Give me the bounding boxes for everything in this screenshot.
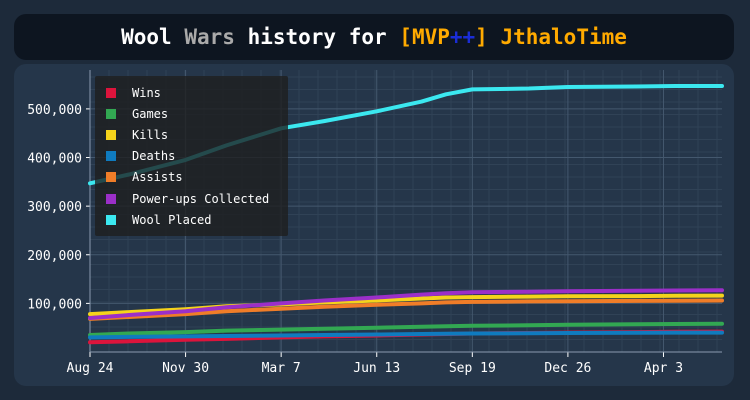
title-part-3: history for xyxy=(247,25,387,49)
legend-item-deaths[interactable]: Deaths xyxy=(95,146,288,167)
x-tick-label: Jun 13 xyxy=(353,361,400,376)
legend-label: Power-ups Collected xyxy=(132,191,270,206)
legend-label: Wool Placed xyxy=(132,212,212,227)
legend-label: Games xyxy=(132,106,169,121)
y-tick-label: 500,000 xyxy=(27,103,82,118)
y-tick-label: 200,000 xyxy=(27,249,82,264)
title-part-2: Wars xyxy=(184,25,235,49)
legend-label: Kills xyxy=(132,127,169,142)
legend-item-wins[interactable]: Wins xyxy=(95,82,288,103)
title-part-1: Wool xyxy=(121,25,172,49)
legend-swatch xyxy=(106,172,116,183)
series-line-deaths xyxy=(88,330,724,340)
legend-item-games[interactable]: Games xyxy=(95,103,288,124)
legend-item-wool-placed[interactable]: Wool Placed xyxy=(95,209,288,230)
legend-swatch xyxy=(106,214,116,225)
title-part-6: ] JthaloTime xyxy=(475,25,627,49)
y-tick-label: 300,000 xyxy=(27,200,82,215)
chart-legend: Wins Games Kills Deaths Assists Power-ups Col… xyxy=(95,76,288,236)
title-part-5: ++ xyxy=(449,25,476,49)
legend-swatch xyxy=(106,108,116,119)
legend-item-assists[interactable]: Assists xyxy=(95,167,288,188)
legend-label: Deaths xyxy=(132,149,176,164)
series-line-games xyxy=(88,321,724,337)
x-tick-label: Aug 24 xyxy=(67,361,114,376)
chart-title: Wool Wars history for [MVP ++] JthaloTime xyxy=(14,14,734,60)
legend-swatch xyxy=(106,151,116,162)
y-tick-label: 400,000 xyxy=(27,152,82,167)
legend-item-power-ups-collected[interactable]: Power-ups Collected xyxy=(95,188,288,209)
legend-label: Assists xyxy=(132,170,183,185)
x-tick-label: Sep 19 xyxy=(449,361,496,376)
series-line-assists xyxy=(88,298,724,321)
x-tick-label: Apr 3 xyxy=(644,361,683,376)
series-line-power-ups-collected xyxy=(88,288,724,320)
legend-swatch xyxy=(106,193,116,204)
legend-label: Wins xyxy=(132,85,161,100)
title-part-4: [MVP xyxy=(399,25,450,49)
x-tick-label: Dec 26 xyxy=(544,361,591,376)
legend-swatch xyxy=(106,87,116,98)
x-tick-label: Mar 7 xyxy=(262,361,301,376)
y-tick-label: 100,000 xyxy=(27,297,82,312)
legend-swatch xyxy=(106,129,116,140)
x-tick-label: Nov 30 xyxy=(162,361,209,376)
legend-item-kills[interactable]: Kills xyxy=(95,124,288,145)
